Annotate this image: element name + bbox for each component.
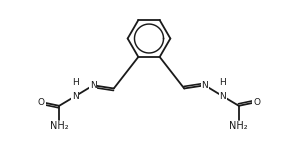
Text: H: H <box>220 78 226 87</box>
Text: N: N <box>220 92 226 101</box>
Text: NH₂: NH₂ <box>229 121 248 131</box>
Text: NH₂: NH₂ <box>50 121 69 131</box>
Text: O: O <box>253 98 260 107</box>
Text: N: N <box>72 92 78 101</box>
Text: O: O <box>38 98 45 107</box>
Text: H: H <box>72 78 78 87</box>
Text: N: N <box>90 81 97 90</box>
Text: N: N <box>201 81 208 90</box>
